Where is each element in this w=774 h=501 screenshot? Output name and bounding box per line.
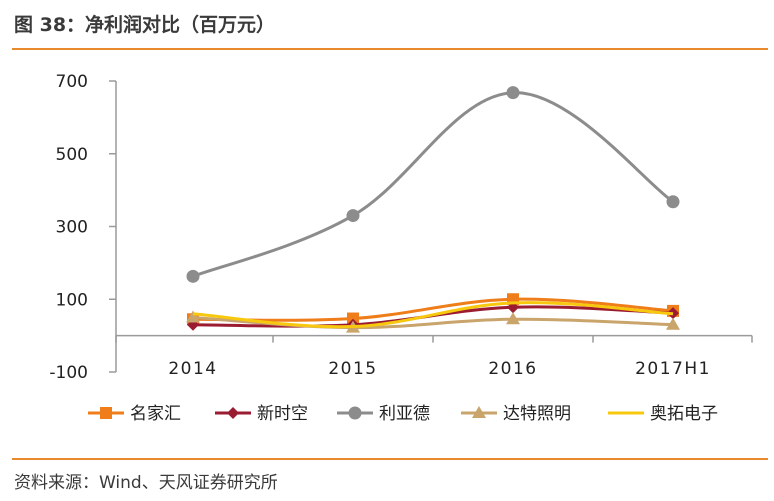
data-point <box>666 195 680 209</box>
legend-label: 达特照明 <box>503 404 571 424</box>
legend-item: 奥拓电子 <box>608 404 718 424</box>
y-tick-label: 100 <box>56 290 88 310</box>
legend-label: 利亚德 <box>379 404 430 424</box>
y-tick-label: 300 <box>56 218 88 238</box>
x-tick-label: 2014 <box>168 359 217 379</box>
legend-label: 奥拓电子 <box>650 404 718 424</box>
footer-divider <box>12 458 768 460</box>
chart-title: 图 38：净利润对比（百万元） <box>14 14 276 36</box>
series-layer <box>186 86 680 333</box>
data-point <box>666 317 680 330</box>
y-tick-label: 500 <box>56 145 88 165</box>
legend-item: 利亚德 <box>337 404 430 424</box>
x-tick-label: 2017H1 <box>635 359 711 379</box>
series-line <box>192 91 674 278</box>
legend-label: 名家汇 <box>130 404 181 424</box>
y-tick-label: 700 <box>56 72 88 92</box>
chart-legend: 名家汇 新时空 利亚德 达特照明 奥拓电子 <box>88 404 718 424</box>
legend-marker <box>227 407 239 419</box>
data-point <box>506 312 520 325</box>
data-point <box>186 269 200 283</box>
data-point <box>186 310 200 323</box>
series-2 <box>186 86 680 283</box>
legend-item: 达特照明 <box>461 404 571 424</box>
series-4 <box>192 301 674 329</box>
legend-marker <box>472 406 486 418</box>
legend-marker <box>100 407 112 419</box>
legend-marker <box>348 406 362 420</box>
source-note: 资料来源：Wind、天风证券研究所 <box>14 473 278 493</box>
title-divider <box>12 48 768 50</box>
legend-item: 名家汇 <box>88 404 181 424</box>
x-tick-label: 2015 <box>328 359 377 379</box>
series-line <box>192 301 674 329</box>
data-point <box>506 86 520 100</box>
data-point <box>346 209 360 223</box>
legend-label: 新时空 <box>257 404 308 424</box>
series-line <box>192 297 674 322</box>
legend-item: 新时空 <box>215 404 308 424</box>
chart-axes: -100 100 300 500 700 2014 2015 2016 2017H1 <box>49 72 753 383</box>
y-tick-label: -100 <box>49 363 88 383</box>
data-point <box>347 312 359 325</box>
x-tick-label: 2016 <box>488 359 537 379</box>
